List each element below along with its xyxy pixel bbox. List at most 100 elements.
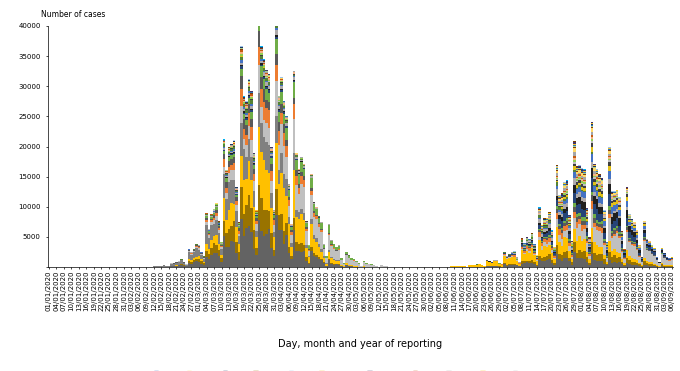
Bar <box>618 202 621 203</box>
Bar <box>568 224 571 225</box>
Bar <box>615 195 618 196</box>
Bar <box>558 215 560 219</box>
Bar <box>335 250 338 251</box>
Bar <box>615 233 618 252</box>
Bar <box>571 243 573 244</box>
Bar <box>596 182 598 184</box>
Bar <box>598 207 600 214</box>
Bar <box>528 263 530 267</box>
Bar <box>648 242 651 243</box>
Bar <box>573 193 575 203</box>
Bar <box>626 263 628 267</box>
Bar <box>633 232 636 237</box>
Bar <box>600 224 603 229</box>
Bar <box>566 189 568 190</box>
Bar <box>453 266 456 267</box>
Bar <box>578 177 581 178</box>
Bar <box>603 226 606 227</box>
Bar <box>228 167 231 174</box>
Bar <box>563 192 566 193</box>
Bar <box>596 196 598 199</box>
Bar <box>280 78 283 79</box>
Bar <box>588 239 591 240</box>
Bar <box>216 207 218 210</box>
Bar <box>205 215 208 216</box>
Bar <box>245 118 248 120</box>
Bar <box>538 229 541 230</box>
Bar <box>486 266 488 267</box>
Bar <box>575 194 578 198</box>
Bar <box>280 105 283 114</box>
Bar <box>286 139 288 146</box>
Bar <box>223 144 225 147</box>
Bar <box>585 257 588 262</box>
Bar <box>583 239 585 251</box>
Bar <box>213 224 216 236</box>
Bar <box>636 248 638 249</box>
Bar <box>596 187 598 190</box>
Bar <box>295 157 298 159</box>
Bar <box>365 263 368 264</box>
Bar <box>250 104 253 106</box>
Bar <box>303 176 305 180</box>
Bar <box>623 266 626 267</box>
Bar <box>268 91 271 93</box>
Bar <box>316 255 318 257</box>
Bar <box>621 241 623 244</box>
Bar <box>636 263 638 265</box>
Bar <box>335 261 338 263</box>
Bar <box>603 264 606 267</box>
Bar <box>628 215 630 216</box>
Bar <box>613 205 615 211</box>
Bar <box>558 202 560 203</box>
Bar <box>216 205 218 206</box>
Bar <box>526 237 528 238</box>
Bar <box>636 249 638 250</box>
Bar <box>585 239 588 241</box>
Bar <box>581 171 583 173</box>
Bar <box>593 253 596 260</box>
Bar <box>633 223 636 224</box>
Bar <box>608 156 611 157</box>
Bar <box>646 243 648 244</box>
Bar <box>200 263 203 267</box>
Bar <box>571 257 573 259</box>
Bar <box>596 220 598 223</box>
Bar <box>271 171 273 181</box>
Bar <box>593 167 596 168</box>
Bar <box>533 253 536 254</box>
Bar <box>333 248 335 249</box>
Bar <box>573 160 575 162</box>
Bar <box>560 228 563 230</box>
Bar <box>551 250 553 253</box>
Bar <box>523 261 526 263</box>
Bar <box>636 239 638 240</box>
Bar <box>591 195 593 201</box>
Bar <box>618 203 621 204</box>
Bar <box>630 222 633 223</box>
Bar <box>258 4 260 9</box>
Bar <box>598 197 600 203</box>
Bar <box>228 149 231 150</box>
Bar <box>358 264 360 266</box>
Bar <box>231 159 233 165</box>
Bar <box>613 197 615 198</box>
Bar <box>188 250 190 251</box>
Bar <box>588 265 591 267</box>
Bar <box>250 209 253 232</box>
Bar <box>373 265 375 267</box>
Bar <box>262 102 265 119</box>
Bar <box>581 178 583 179</box>
Bar <box>293 98 295 104</box>
Bar <box>298 188 301 194</box>
Bar <box>341 258 343 260</box>
Bar <box>265 89 268 100</box>
Bar <box>621 248 623 249</box>
Bar <box>260 66 262 77</box>
Bar <box>563 198 566 201</box>
Bar <box>596 184 598 187</box>
Bar <box>670 266 673 267</box>
Bar <box>613 204 615 205</box>
Bar <box>556 179 558 180</box>
Bar <box>596 190 598 191</box>
